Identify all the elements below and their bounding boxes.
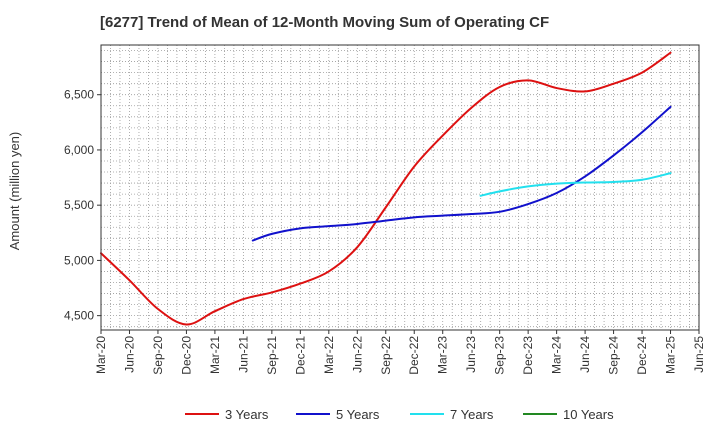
x-tick-label: Jun-25 (692, 336, 706, 373)
x-tick-label: Dec-21 (293, 336, 307, 375)
x-tick-label: Dec-24 (635, 336, 649, 375)
series-line-5-years (251, 105, 672, 242)
x-tick-label: Jun-22 (350, 336, 364, 373)
chart-title: [6277] Trend of Mean of 12-Month Moving … (100, 14, 549, 31)
x-tick-label: Jun-21 (236, 336, 250, 373)
x-tick-label: Mar-25 (664, 336, 678, 374)
x-tick-label: Sep-23 (493, 336, 507, 375)
x-tick-label: Sep-24 (607, 336, 621, 375)
y-tick-label: 5,500 (64, 198, 94, 212)
y-tick-label: 5,000 (64, 253, 94, 267)
y-tick-label: 6,000 (64, 143, 94, 157)
grid (100, 45, 700, 330)
series-line-3-years (100, 51, 672, 326)
legend-label-5-years: 5 Years (336, 407, 380, 422)
legend-label-7-years: 7 Years (450, 407, 494, 422)
x-tick-label: Mar-23 (436, 336, 450, 374)
y-axis-label: Amount (million yen) (7, 132, 22, 251)
x-tick-label: Mar-22 (322, 336, 336, 374)
x-tick-label: Mar-20 (94, 336, 108, 374)
legend: 3 Years 5 Years 7 Years 10 Years (185, 407, 614, 422)
x-tick-label: Dec-23 (521, 336, 535, 375)
plot-border-rect (100, 44, 700, 331)
y-axis-ticks: 4,500 5,000 5,500 6,000 6,500 (64, 88, 101, 323)
x-tick-label: Jun-20 (122, 336, 136, 373)
x-tick-label: Sep-21 (265, 336, 279, 375)
x-tick-label: Sep-20 (151, 336, 165, 375)
series-line-7-years (479, 172, 672, 197)
x-tick-label: Dec-20 (179, 336, 193, 375)
plot-border (100, 44, 700, 331)
legend-label-10-years: 10 Years (563, 407, 614, 422)
x-tick-label: Mar-24 (550, 336, 564, 374)
x-tick-label: Sep-22 (379, 336, 393, 375)
x-tick-label: Mar-21 (208, 336, 222, 374)
y-tick-label: 4,500 (64, 309, 94, 323)
y-tick-label: 6,500 (64, 88, 94, 102)
x-tick-label: Jun-24 (578, 336, 592, 373)
legend-label-3-years: 3 Years (225, 407, 269, 422)
series-lines (100, 51, 672, 326)
x-tick-label: Jun-23 (464, 336, 478, 373)
x-tick-label: Dec-22 (407, 336, 421, 375)
x-axis-ticks: Mar-20 Jun-20 Sep-20 Dec-20 Mar-21 Jun-21 Sep-… (94, 330, 706, 375)
